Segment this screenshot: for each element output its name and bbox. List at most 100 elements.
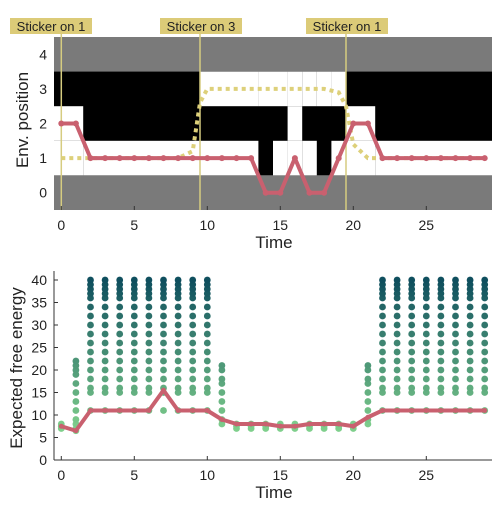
free-energy-point: [101, 348, 109, 356]
y-tick-label: 40: [31, 272, 47, 288]
chosen-free-energy-point: [482, 408, 488, 413]
free-energy-point: [116, 375, 124, 383]
free-energy-point: [393, 375, 401, 383]
free-energy-point: [87, 330, 94, 338]
free-energy-point: [145, 303, 153, 311]
free-energy-point: [145, 375, 153, 383]
free-energy-point: [160, 303, 167, 311]
free-energy-point: [422, 366, 430, 374]
trajectory-point: [87, 155, 94, 162]
free-energy-point: [408, 312, 416, 320]
free-energy-point: [452, 366, 459, 374]
free-energy-point: [145, 348, 153, 356]
y-tick-label: 20: [31, 362, 47, 378]
chosen-free-energy-point: [175, 408, 181, 413]
free-energy-point: [481, 375, 489, 383]
free-energy-point: [466, 375, 474, 383]
free-energy-point: [101, 303, 109, 311]
free-energy-point: [393, 321, 401, 329]
free-energy-point: [466, 303, 474, 311]
free-energy-point: [189, 375, 197, 383]
free-energy-point: [145, 384, 153, 392]
free-energy-point: [218, 362, 226, 369]
free-energy-point: [364, 398, 372, 405]
free-energy-point: [203, 384, 211, 392]
y-tick-label: 1: [39, 150, 47, 166]
free-energy-point: [437, 384, 445, 392]
free-energy-point: [174, 357, 182, 365]
x-tick-label: 25: [419, 217, 435, 233]
free-energy-point: [87, 384, 94, 392]
sticker-label: Sticker on 1: [17, 19, 86, 34]
free-energy-point: [481, 339, 489, 347]
chosen-free-energy-point: [409, 408, 415, 413]
free-energy-point: [174, 339, 182, 347]
sticker-label: Sticker on 1: [313, 19, 382, 34]
top-x-axis-label: Time: [255, 233, 292, 252]
free-energy-point: [422, 303, 430, 311]
free-energy-point: [174, 321, 182, 329]
free-energy-point: [422, 312, 430, 320]
x-tick-label: 20: [346, 467, 362, 483]
free-energy-point: [422, 375, 430, 383]
free-energy-point: [160, 321, 167, 329]
y-tick-label: 15: [31, 385, 47, 401]
free-energy-point: [393, 357, 401, 365]
free-energy-point: [145, 366, 153, 374]
free-energy-point: [174, 366, 182, 374]
y-tick-label: 2: [39, 116, 47, 132]
y-tick-label: 3: [39, 81, 47, 97]
free-energy-point: [203, 357, 211, 365]
free-energy-point: [466, 330, 474, 338]
free-energy-point: [437, 357, 445, 365]
trajectory-point: [189, 155, 196, 162]
y-tick-label: 5: [39, 430, 47, 446]
trajectory-point: [321, 189, 328, 196]
free-energy-point: [203, 303, 211, 311]
free-energy-point: [101, 357, 109, 365]
chosen-free-energy-point: [88, 408, 93, 413]
trajectory-point: [423, 155, 430, 162]
free-energy-point: [116, 303, 124, 311]
chosen-free-energy-point: [263, 421, 269, 427]
trajectory-point: [262, 189, 269, 196]
x-tick-label: 10: [200, 217, 216, 233]
free-energy-point: [72, 389, 80, 396]
x-tick-label: 5: [130, 467, 138, 483]
free-energy-point: [87, 348, 94, 356]
free-energy-point: [145, 339, 153, 347]
x-tick-label: 0: [57, 217, 65, 233]
free-energy-point: [379, 321, 386, 329]
free-cell: [287, 106, 303, 141]
free-energy-point: [203, 330, 211, 338]
chosen-free-energy-point: [321, 421, 327, 427]
free-energy-point: [408, 348, 416, 356]
free-cell: [302, 140, 317, 176]
free-energy-point: [437, 303, 445, 311]
sticker-annotations: Sticker on 1 Sticker on 3 Sticker on 1: [10, 18, 388, 34]
trajectory-point: [233, 155, 240, 162]
free-energy-point: [160, 375, 167, 383]
trajectory-point: [291, 155, 298, 162]
free-energy-point: [189, 366, 197, 374]
free-energy-point: [408, 330, 416, 338]
free-energy-point: [174, 330, 182, 338]
free-energy-point: [408, 303, 416, 311]
free-energy-point: [437, 375, 445, 383]
free-energy-point: [218, 398, 226, 405]
free-energy-point: [189, 357, 197, 365]
free-energy-point: [101, 339, 109, 347]
trajectory-point: [408, 155, 415, 162]
free-energy-point: [174, 348, 182, 356]
free-energy-point: [466, 339, 474, 347]
free-energy-point: [408, 384, 416, 392]
chosen-free-energy-series: [58, 387, 488, 434]
free-energy-point: [379, 339, 386, 347]
free-energy-point: [452, 348, 459, 356]
chosen-free-energy-point: [58, 423, 64, 429]
free-energy-point: [87, 357, 94, 365]
free-energy-point: [481, 330, 489, 338]
free-energy-point: [466, 366, 474, 374]
free-energy-point: [189, 312, 197, 320]
free-energy-point: [160, 348, 167, 356]
